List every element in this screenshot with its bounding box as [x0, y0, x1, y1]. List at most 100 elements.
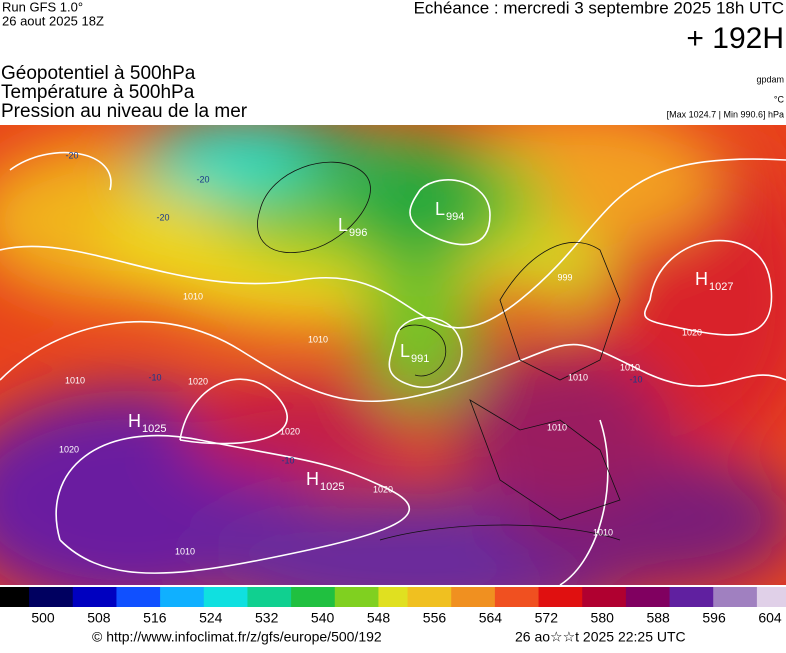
contour-label: -20: [65, 150, 78, 160]
colorbar-swatch: [727, 587, 743, 607]
colorbar-swatch: [684, 587, 700, 607]
colorbar-swatch: [218, 587, 234, 607]
contour-label: 1010: [65, 375, 85, 385]
contour-label: -10: [629, 374, 642, 384]
colorbar-swatch: [524, 587, 540, 607]
colorbar-swatch: [640, 587, 656, 607]
colorbar-tick-label: 540: [311, 610, 335, 626]
center-letter: L: [400, 341, 410, 361]
colorbar-swatch: [582, 587, 598, 607]
colorbar-swatch: [669, 587, 685, 607]
colorbar-swatch: [189, 587, 205, 607]
center-value: 1027: [709, 281, 733, 293]
center-value: 994: [446, 211, 464, 223]
unit: gpdam: [756, 74, 784, 84]
colorbar-swatch: [363, 587, 379, 607]
colorbar-swatch: [58, 587, 74, 607]
colorbar-swatch: [713, 587, 729, 607]
colorbar-swatch: [334, 587, 350, 607]
colorbar-swatch: [29, 587, 45, 607]
contour-label: 1010: [593, 527, 613, 537]
colorbar-swatch: [101, 587, 117, 607]
colorbar-swatch: [756, 587, 772, 607]
colorbar: 500 508 516 524 532 540 548 556 564 572 580 588 596 6…: [0, 587, 786, 626]
colorbar-swatch: [276, 587, 292, 607]
contour-label: 1010: [308, 334, 328, 344]
center-value: 1025: [320, 481, 344, 493]
colorbar-swatch: [87, 587, 103, 607]
run: Run GFS 1.0°: [2, 0, 83, 14]
contour-label: -10: [281, 455, 294, 465]
valid-time: Echéance : mercredi 3 septembre 2025 18h…: [414, 0, 784, 17]
colorbar-tick-label: 500: [31, 610, 55, 626]
colorbar-tick-label: 556: [423, 610, 447, 626]
colorbar-swatch: [232, 587, 248, 607]
contour-label: 1010: [620, 362, 640, 372]
colorbar-swatch: [203, 587, 219, 607]
colorbar-swatch: [262, 587, 278, 607]
contour-label: -20: [156, 212, 169, 222]
coastlines: [257, 161, 621, 541]
center-letter: H: [128, 411, 141, 431]
colorbar-swatch: [509, 587, 525, 607]
colorbar-swatch: [174, 587, 190, 607]
colorbar-swatch: [393, 587, 409, 607]
unit: °C: [774, 94, 785, 104]
unit: [Max 1024.7 | Min 990.6] hPa: [667, 109, 784, 119]
colorbar-tick-label: 572: [535, 610, 559, 626]
colorbar-tick-label: 604: [758, 610, 782, 626]
colorbar-swatch: [538, 587, 554, 607]
colorbar-swatch: [0, 587, 16, 607]
center-letter: H: [695, 269, 708, 289]
colorbar-swatch: [145, 587, 161, 607]
footer-date: 26 ao☆☆t 2025 22:25 UTC: [515, 629, 686, 645]
colorbar-swatch: [567, 587, 583, 607]
colorbar-swatch: [553, 587, 569, 607]
lead-time: + 192H: [686, 22, 784, 55]
contour-label: -10: [148, 372, 161, 382]
contour-label: 1020: [188, 376, 208, 386]
colorbar-swatch: [14, 587, 30, 607]
colorbar-tick-label: 588: [646, 610, 670, 626]
colorbar-swatch: [378, 587, 394, 607]
colorbar-swatch: [349, 587, 365, 607]
colorbar-swatch: [291, 587, 307, 607]
colorbar-swatch: [407, 587, 423, 607]
colorbar-swatch: [436, 587, 452, 607]
contour-label: -20: [196, 174, 209, 184]
colorbar-swatch: [480, 587, 496, 607]
colorbar-tick-label: 564: [479, 610, 503, 626]
colorbar-swatch: [655, 587, 671, 607]
colorbar-tick-label: 508: [87, 610, 111, 626]
colorbar-swatch: [116, 587, 132, 607]
colorbar-swatch: [451, 587, 467, 607]
run-date: 26 aout 2025 18Z: [2, 13, 104, 28]
colorbar-swatch: [742, 587, 758, 607]
center-letter: H: [306, 469, 319, 489]
colorbar-swatch: [611, 587, 627, 607]
center-value: 1025: [142, 423, 166, 435]
contour-label: 1010: [183, 291, 203, 301]
colorbar-swatch: [160, 587, 176, 607]
contour-label: 1010: [568, 372, 588, 382]
center-value: 991: [411, 353, 429, 365]
colorbar-swatch: [131, 587, 147, 607]
contour-label: 1010: [547, 422, 567, 432]
center-letter: L: [338, 215, 348, 235]
map: [0, 125, 786, 585]
colorbar-swatch: [247, 587, 263, 607]
colorbar-swatch: [596, 587, 612, 607]
colorbar-tick-label: 516: [143, 610, 167, 626]
contour-label: 1020: [59, 444, 79, 454]
colorbar-swatch: [320, 587, 336, 607]
contour-label: 1020: [682, 327, 702, 337]
colorbar-tick-label: 548: [367, 610, 391, 626]
center-letter: L: [435, 199, 445, 219]
colorbar-tick-label: 580: [591, 610, 615, 626]
colorbar-swatch: [465, 587, 481, 607]
contour-label: 1020: [373, 484, 393, 494]
colorbar-swatch: [625, 587, 641, 607]
